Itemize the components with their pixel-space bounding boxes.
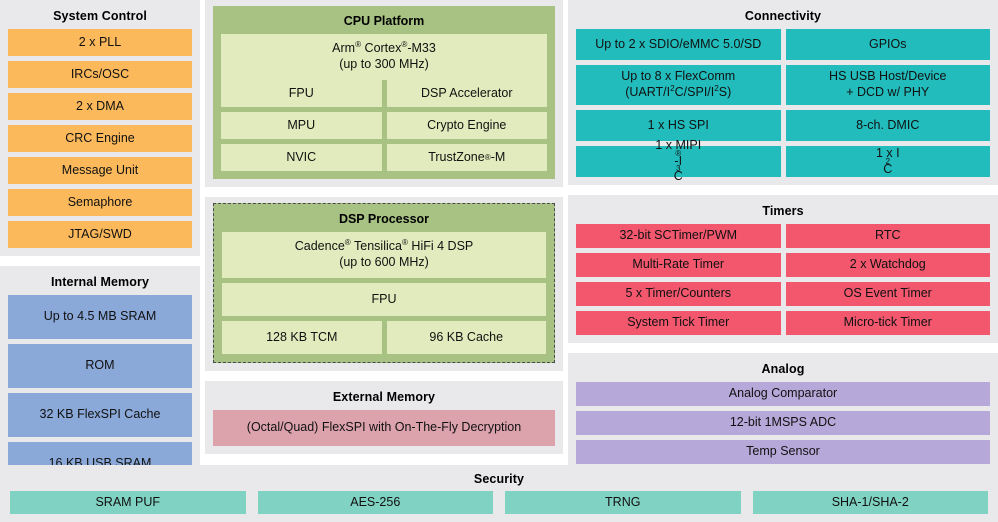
block-temp-sensor[interactable]: Temp Sensor — [576, 440, 990, 464]
block-multi-rate-timer[interactable]: Multi-Rate Timer — [576, 253, 781, 277]
dsp-processor-box: DSP Processor Cadence® Tensilica® HiFi 4… — [213, 203, 555, 363]
system-control-title: System Control — [53, 9, 147, 23]
security-items: SRAM PUF AES-256 TRNG SHA-1/SHA-2 — [10, 491, 988, 514]
block-128kb-tcm[interactable]: 128 KB TCM — [222, 321, 382, 354]
block-message-unit[interactable]: Message Unit — [8, 157, 192, 184]
connectivity-title: Connectivity — [744, 9, 822, 23]
block-nvic[interactable]: NVIC — [221, 144, 382, 171]
block-sram-puf[interactable]: SRAM PUF — [10, 491, 246, 514]
security-title: Security — [473, 472, 525, 486]
block-trng[interactable]: TRNG — [505, 491, 741, 514]
block-analog-comparator[interactable]: Analog Comparator — [576, 382, 990, 406]
analog-items: Analog Comparator 12-bit 1MSPS ADC Temp … — [576, 382, 990, 464]
block-micro-tick-timer[interactable]: Micro-tick Timer — [785, 311, 990, 335]
block-2x-dma[interactable]: 2 x DMA — [8, 93, 192, 120]
cpu-platform-title: CPU Platform — [343, 14, 425, 28]
panel-system-control: System Control 2 x PLL IRCs/OSC 2 x DMA … — [0, 0, 200, 256]
panel-dsp-processor: DSP Processor Cadence® Tensilica® HiFi 4… — [205, 197, 563, 371]
block-sha[interactable]: SHA-1/SHA-2 — [752, 491, 988, 514]
panel-timers: Timers 32-bit SCTimer/PWM RTC Multi-Rate… — [568, 195, 998, 343]
block-adc[interactable]: 12-bit 1MSPS ADC — [576, 411, 990, 435]
block-dmic[interactable]: 8-ch. DMIC — [785, 110, 990, 141]
block-gpios[interactable]: GPIOs — [785, 29, 990, 60]
panel-cpu-platform: CPU Platform Arm® Cortex®-M33 (up to 300… — [205, 0, 563, 187]
left-column: System Control 2 x PLL IRCs/OSC 2 x DMA … — [0, 0, 200, 494]
connectivity-items: Up to 2 x SDIO/eMMC 5.0/SD GPIOs Up to 8… — [576, 29, 990, 183]
cpu-platform-box: CPU Platform Arm® Cortex®-M33 (up to 300… — [213, 6, 555, 179]
panel-external-memory: External Memory (Octal/Quad) FlexSPI wit… — [205, 381, 563, 454]
internal-memory-title: Internal Memory — [50, 275, 150, 289]
block-96kb-cache[interactable]: 96 KB Cache — [386, 321, 546, 354]
block-rtc[interactable]: RTC — [785, 224, 990, 248]
block-crc-engine[interactable]: CRC Engine — [8, 125, 192, 152]
dsp-memory-blocks: 128 KB TCM 96 KB Cache — [222, 321, 546, 354]
block-cadence-tensilica-hifi4[interactable]: Cadence® Tensilica® HiFi 4 DSP (up to 60… — [222, 232, 546, 278]
dsp-processor-title: DSP Processor — [338, 212, 430, 226]
block-ircs-osc[interactable]: IRCs/OSC — [8, 61, 192, 88]
dsp-core-line2: (up to 600 MHz) — [339, 255, 429, 269]
block-semaphore[interactable]: Semaphore — [8, 189, 192, 216]
block-hs-spi[interactable]: 1 x HS SPI — [576, 110, 781, 141]
block-2x-pll[interactable]: 2 x PLL — [8, 29, 192, 56]
block-os-event-timer[interactable]: OS Event Timer — [785, 282, 990, 306]
panel-security: Security SRAM PUF AES-256 TRNG SHA-1/SHA… — [0, 465, 998, 522]
block-mipi-i3c[interactable]: 1 x MIPI ® -I 3 C — [576, 138, 781, 183]
block-aes-256[interactable]: AES-256 — [257, 491, 493, 514]
panel-connectivity: Connectivity Up to 2 x SDIO/eMMC 5.0/SD … — [568, 0, 998, 185]
block-hs-usb[interactable]: HS USB Host/Device + DCD w/ PHY — [785, 65, 990, 105]
timers-title: Timers — [762, 204, 804, 218]
block-mpu[interactable]: MPU — [221, 112, 382, 139]
analog-title: Analog — [761, 362, 805, 376]
panel-analog: Analog Analog Comparator 12-bit 1MSPS AD… — [568, 353, 998, 472]
flexcomm-line2: (UART/I2C/SPI/I2S) — [625, 83, 732, 99]
block-rom[interactable]: ROM — [8, 344, 192, 388]
timers-items: 32-bit SCTimer/PWM RTC Multi-Rate Timer … — [576, 224, 990, 335]
block-crypto-engine[interactable]: Crypto Engine — [386, 112, 547, 139]
hs-usb-line2: + DCD w/ PHY — [846, 85, 930, 99]
block-sdio-emmc-sd[interactable]: Up to 2 x SDIO/eMMC 5.0/SD — [576, 29, 781, 60]
block-dsp-accelerator[interactable]: DSP Accelerator — [386, 80, 547, 107]
block-system-tick-timer[interactable]: System Tick Timer — [576, 311, 781, 335]
block-sram[interactable]: Up to 4.5 MB SRAM — [8, 295, 192, 339]
flexcomm-line1: Up to 8 x FlexComm — [621, 69, 736, 84]
cpu-platform-content: Arm® Cortex®-M33 (up to 300 MHz) FPU DSP… — [221, 34, 547, 171]
external-memory-title: External Memory — [332, 390, 436, 404]
block-trustzone-m[interactable]: TrustZone ® -M — [386, 144, 547, 171]
right-column: Connectivity Up to 2 x SDIO/eMMC 5.0/SD … — [568, 0, 998, 472]
block-flexcomm[interactable]: Up to 8 x FlexComm (UART/I2C/SPI/I2S) — [576, 65, 781, 105]
block-flexspi-otf-decryption[interactable]: (Octal/Quad) FlexSPI with On-The-Fly Dec… — [213, 410, 555, 446]
external-memory-items: (Octal/Quad) FlexSPI with On-The-Fly Dec… — [213, 410, 555, 446]
panel-internal-memory: Internal Memory Up to 4.5 MB SRAM ROM 32… — [0, 266, 200, 494]
block-arm-cortex-m33[interactable]: Arm® Cortex®-M33 (up to 300 MHz) — [221, 34, 547, 80]
block-flexspi-cache[interactable]: 32 KB FlexSPI Cache — [8, 393, 192, 437]
cpu-core-line1: Arm® Cortex®-M33 — [332, 40, 436, 56]
dsp-core-line1: Cadence® Tensilica® HiFi 4 DSP — [294, 238, 474, 254]
hs-usb-line1: HS USB Host/Device — [829, 69, 947, 84]
block-dsp-fpu[interactable]: FPU — [222, 283, 546, 316]
middle-column: CPU Platform Arm® Cortex®-M33 (up to 300… — [205, 0, 563, 454]
block-jtag-swd[interactable]: JTAG/SWD — [8, 221, 192, 248]
internal-memory-items: Up to 4.5 MB SRAM ROM 32 KB FlexSPI Cach… — [8, 295, 192, 486]
system-control-items: 2 x PLL IRCs/OSC 2 x DMA CRC Engine Mess… — [8, 29, 192, 248]
cpu-platform-subblocks: FPU DSP Accelerator MPU Crypto Engine NV… — [221, 80, 547, 171]
block-fpu[interactable]: FPU — [221, 80, 382, 107]
diagram-upper-region: System Control 2 x PLL IRCs/OSC 2 x DMA … — [0, 0, 998, 494]
dsp-processor-content: Cadence® Tensilica® HiFi 4 DSP (up to 60… — [222, 232, 546, 354]
block-watchdog[interactable]: 2 x Watchdog — [785, 253, 990, 277]
cpu-core-line2: (up to 300 MHz) — [339, 57, 429, 71]
block-sctimer-pwm[interactable]: 32-bit SCTimer/PWM — [576, 224, 781, 248]
block-timer-counters[interactable]: 5 x Timer/Counters — [576, 282, 781, 306]
